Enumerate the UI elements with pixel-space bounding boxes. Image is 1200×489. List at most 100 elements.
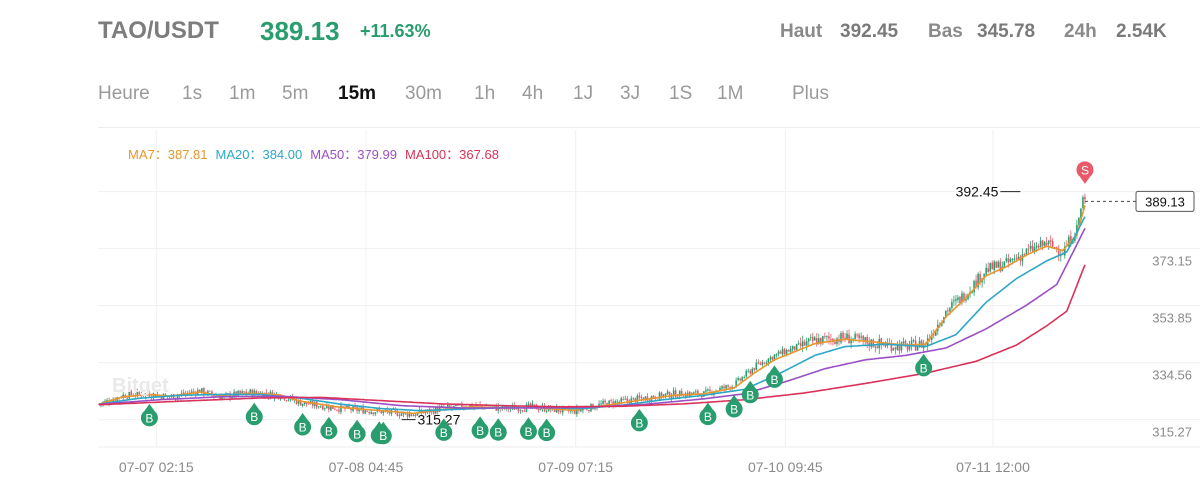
candle-body	[620, 398, 623, 402]
tab-interval-1j[interactable]: 1J	[573, 83, 594, 104]
ma20-label: MA20：	[215, 147, 263, 162]
tab-interval-heure[interactable]: Heure	[98, 83, 150, 104]
x-tick-label: 07-11 12:00	[956, 459, 1030, 475]
candle-body	[805, 341, 808, 346]
candle-body	[1057, 250, 1060, 256]
tab-interval-4h[interactable]: 4h	[522, 83, 544, 104]
candle-body	[372, 412, 375, 415]
tab-interval-5m[interactable]: 5m	[282, 83, 309, 104]
x-tick-label: 07-09 07:15	[538, 459, 613, 475]
candle-body	[287, 399, 290, 401]
candle-body	[820, 337, 822, 344]
candle-body	[1053, 247, 1056, 248]
candle-body	[418, 409, 421, 414]
low-value: 345.78	[977, 21, 1036, 42]
candle-body	[864, 337, 866, 341]
candle-body	[1035, 245, 1038, 248]
tab-interval-3j[interactable]: 3J	[620, 83, 641, 104]
buy-signal-marker: B	[765, 365, 783, 388]
candle-body	[172, 394, 175, 399]
candle-body	[1017, 256, 1020, 260]
candle-body	[112, 399, 114, 403]
candle-body	[658, 392, 661, 400]
candle-body	[432, 409, 435, 414]
buy-signal-marker-letter: B	[379, 429, 387, 443]
candle-body	[824, 336, 826, 338]
candle-body	[368, 412, 370, 414]
buy-signal-marker: B	[374, 421, 392, 445]
candle-body	[362, 407, 364, 414]
candle-body	[941, 323, 943, 326]
buy-signal-marker-dot	[519, 422, 537, 440]
candle-body	[194, 392, 197, 395]
buy-signal-marker-dot	[489, 423, 507, 441]
tab-interval-1h[interactable]: 1h	[474, 83, 496, 104]
candle-body	[529, 403, 532, 407]
candle-body	[858, 334, 860, 339]
candle-body	[757, 362, 760, 364]
candle-body	[1025, 248, 1028, 255]
candle-body	[1068, 236, 1070, 247]
buy-signal-marker-letter: B	[635, 416, 643, 430]
candle-body	[315, 401, 318, 408]
tab-interval-1m[interactable]: 1m	[229, 83, 256, 104]
candle-body	[662, 394, 665, 398]
candle-body	[164, 394, 167, 396]
candle-body	[668, 391, 671, 398]
tab-interval-1s[interactable]: 1s	[182, 83, 203, 104]
candle-body	[979, 274, 981, 283]
candle-body	[209, 390, 211, 392]
candle-body	[912, 339, 915, 341]
candle-body	[255, 391, 258, 394]
tab-interval-15m[interactable]: 15m	[338, 83, 377, 104]
candle-body	[622, 399, 625, 400]
candle-body	[213, 395, 215, 397]
candle-body	[987, 268, 989, 272]
candle-body	[241, 391, 243, 393]
candle-body	[975, 280, 977, 287]
candle-body	[1074, 236, 1076, 241]
candle-body	[648, 400, 651, 401]
candle-body	[1027, 248, 1030, 250]
trading-pair[interactable]: TAO/USDT	[98, 17, 219, 44]
high-value: 392.45	[840, 21, 899, 42]
buy-signal-marker-pointer	[352, 419, 363, 427]
candle-body	[801, 341, 804, 347]
interval-tabs: Heure 1s 1m 5m 15m 30m 1h 4h 1J 3J 1S 1M…	[0, 80, 1200, 110]
buy-signal-marker-letter: B	[299, 420, 307, 434]
candle-body	[366, 411, 368, 412]
tab-interval-1month[interactable]: 1M	[717, 83, 744, 104]
candle-body	[749, 370, 752, 374]
candle-body	[989, 263, 991, 272]
candle-body	[840, 333, 842, 343]
candle-body	[874, 346, 877, 348]
buy-signal-marker-dot	[435, 423, 453, 441]
candle-body	[640, 396, 643, 399]
candle-body	[727, 385, 729, 387]
candle-body	[146, 392, 149, 395]
candle-body	[947, 310, 949, 312]
candle-body	[965, 299, 967, 301]
candle-body	[666, 391, 669, 395]
tab-interval-1s-week[interactable]: 1S	[669, 83, 693, 104]
candle-body	[481, 405, 483, 407]
tab-interval-30m[interactable]: 30m	[405, 83, 442, 104]
candle-body	[616, 401, 618, 403]
candle-body	[608, 400, 610, 408]
candle-body	[624, 398, 627, 400]
candle-body	[862, 335, 864, 341]
buy-signal-marker-letter: B	[440, 426, 448, 440]
candle-body	[916, 346, 919, 351]
tab-interval-more[interactable]: Plus	[792, 83, 829, 104]
candle-body	[531, 403, 534, 408]
sell-signal-marker: S	[1076, 161, 1094, 184]
candle-body	[811, 336, 814, 342]
candle-body	[1005, 258, 1008, 261]
buy-signal-marker-pointer	[769, 365, 780, 373]
candle-body	[1029, 245, 1032, 249]
candle-body	[602, 400, 604, 404]
buy-signal-marker-dot	[245, 408, 263, 426]
candle-body	[358, 409, 360, 412]
candle-body	[963, 293, 965, 302]
